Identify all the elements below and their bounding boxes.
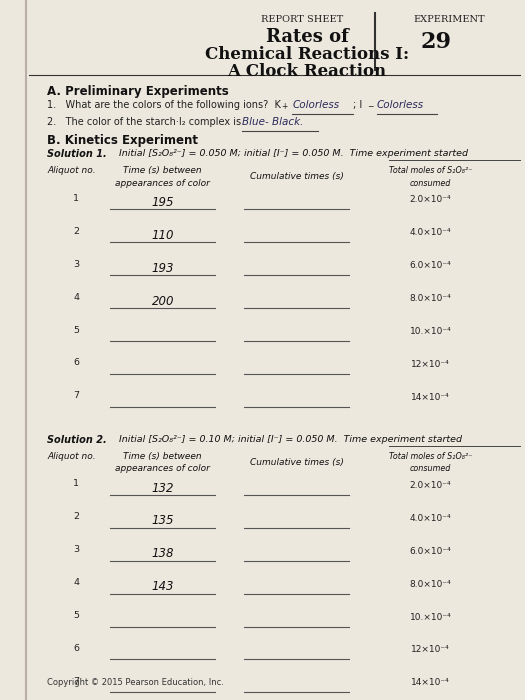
Text: appearances of color: appearances of color	[116, 178, 210, 188]
Text: 193: 193	[152, 262, 174, 275]
Text: 7: 7	[73, 391, 79, 400]
Text: Colorless: Colorless	[292, 100, 340, 110]
Text: 12×10⁻⁴: 12×10⁻⁴	[411, 360, 450, 369]
Text: Cumulative times (s): Cumulative times (s)	[250, 458, 343, 467]
Text: A Clock Reaction: A Clock Reaction	[227, 63, 387, 80]
Text: appearances of color: appearances of color	[116, 464, 210, 473]
Text: 1: 1	[73, 480, 79, 489]
Text: 135: 135	[152, 514, 174, 528]
Text: 8.0×10⁻⁴: 8.0×10⁻⁴	[410, 580, 452, 589]
Text: 132: 132	[152, 482, 174, 495]
Text: 138: 138	[152, 547, 174, 561]
Text: 2.   The color of the starch·I₂ complex is: 2. The color of the starch·I₂ complex is	[47, 117, 242, 127]
Text: 2: 2	[73, 512, 79, 522]
Text: Cumulative times (s): Cumulative times (s)	[250, 172, 343, 181]
Text: consumed: consumed	[410, 464, 451, 473]
Text: EXPERIMENT: EXPERIMENT	[413, 15, 485, 24]
Text: Blue- Black.: Blue- Black.	[242, 117, 303, 127]
Text: Copyright © 2015 Pearson Education, Inc.: Copyright © 2015 Pearson Education, Inc.	[47, 678, 224, 687]
Text: +: +	[281, 102, 287, 111]
Text: 4: 4	[73, 293, 79, 302]
Text: 6.0×10⁻⁴: 6.0×10⁻⁴	[410, 261, 452, 270]
Text: consumed: consumed	[410, 178, 451, 188]
Text: 3: 3	[73, 260, 79, 269]
Text: 14×10⁻⁴: 14×10⁻⁴	[411, 393, 450, 402]
Text: Solution 1.: Solution 1.	[47, 149, 107, 159]
Text: Initial [S₂O₈²⁻] = 0.050 M; initial [I⁻] = 0.050 M.  Time experiment started: Initial [S₂O₈²⁻] = 0.050 M; initial [I⁻]…	[113, 149, 468, 158]
Text: ; I: ; I	[353, 100, 362, 110]
Text: 110: 110	[152, 229, 174, 242]
Text: 29: 29	[420, 32, 451, 53]
Text: Aliquot no.: Aliquot no.	[47, 452, 96, 461]
Text: 5: 5	[73, 611, 79, 620]
Text: 2.0×10⁻⁴: 2.0×10⁻⁴	[410, 481, 452, 490]
Text: B. Kinetics Experiment: B. Kinetics Experiment	[47, 134, 198, 148]
Text: 6: 6	[73, 358, 79, 368]
Text: Total moles of S₂O₈²⁻: Total moles of S₂O₈²⁻	[388, 452, 472, 461]
Text: 4.0×10⁻⁴: 4.0×10⁻⁴	[410, 514, 452, 523]
Text: 1.   What are the colors of the following ions?  K: 1. What are the colors of the following …	[47, 100, 281, 110]
Text: Total moles of S₂O₈²⁻: Total moles of S₂O₈²⁻	[388, 166, 472, 175]
Text: 195: 195	[152, 196, 174, 209]
Text: 143: 143	[152, 580, 174, 594]
Text: 1: 1	[73, 194, 79, 203]
Text: 10.×10⁻⁴: 10.×10⁻⁴	[410, 327, 452, 336]
Text: 2.0×10⁻⁴: 2.0×10⁻⁴	[410, 195, 452, 204]
Text: 14×10⁻⁴: 14×10⁻⁴	[411, 678, 450, 687]
Text: Colorless: Colorless	[377, 100, 424, 110]
Text: 12×10⁻⁴: 12×10⁻⁴	[411, 645, 450, 654]
Text: Initial [S₂O₈²⁻] = 0.10 M; initial [I⁻] = 0.050 M.  Time experiment started: Initial [S₂O₈²⁻] = 0.10 M; initial [I⁻] …	[113, 435, 462, 444]
Text: 200: 200	[152, 295, 174, 308]
Text: Time (s) between: Time (s) between	[123, 166, 202, 175]
Text: Rates of: Rates of	[266, 28, 349, 46]
Text: −: −	[368, 102, 374, 111]
Text: REPORT SHEET: REPORT SHEET	[261, 15, 343, 24]
Text: 4.0×10⁻⁴: 4.0×10⁻⁴	[410, 228, 452, 237]
Text: Solution 2.: Solution 2.	[47, 435, 107, 444]
Text: Aliquot no.: Aliquot no.	[47, 166, 96, 175]
Text: 2: 2	[73, 227, 79, 236]
Text: 6: 6	[73, 644, 79, 653]
Text: Time (s) between: Time (s) between	[123, 452, 202, 461]
Text: Chemical Reactions I:: Chemical Reactions I:	[205, 46, 409, 63]
Text: 5: 5	[73, 326, 79, 335]
Text: 7: 7	[73, 677, 79, 686]
Text: 6.0×10⁻⁴: 6.0×10⁻⁴	[410, 547, 452, 556]
Text: A. Preliminary Experiments: A. Preliminary Experiments	[47, 85, 229, 99]
Text: 8.0×10⁻⁴: 8.0×10⁻⁴	[410, 294, 452, 303]
Text: 3: 3	[73, 545, 79, 554]
Text: 4: 4	[73, 578, 79, 587]
Text: 10.×10⁻⁴: 10.×10⁻⁴	[410, 612, 452, 622]
